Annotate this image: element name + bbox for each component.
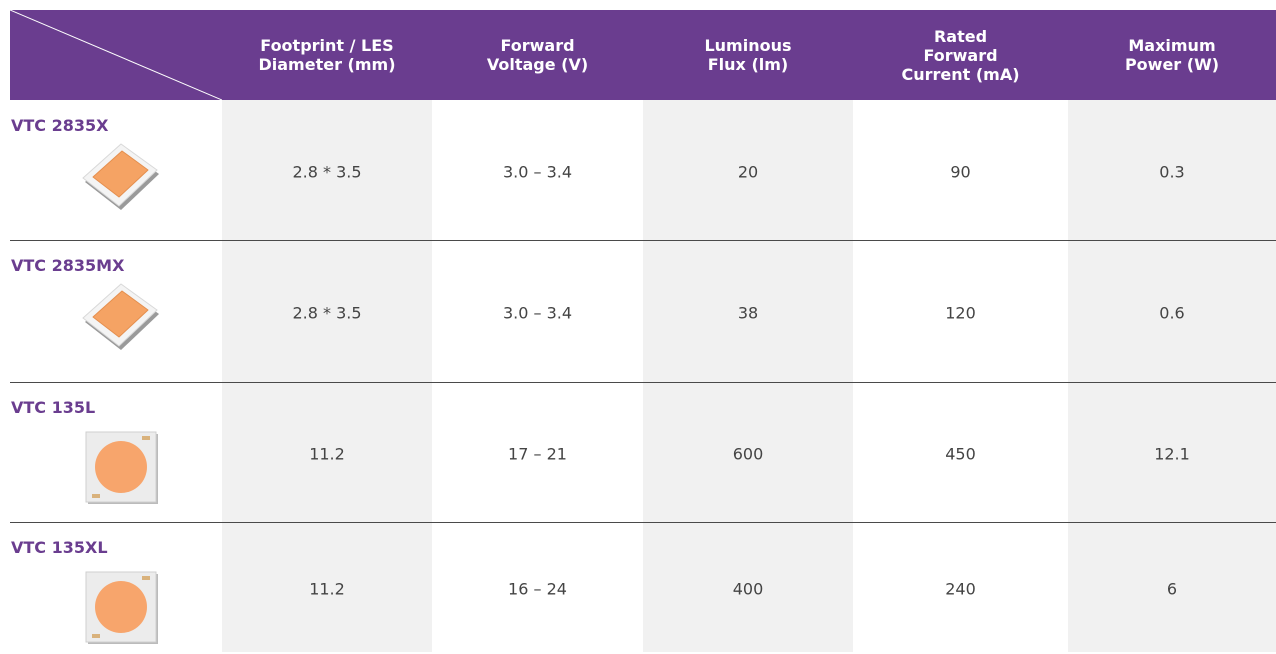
row-separator	[10, 382, 1276, 383]
row-label: VTC 2835X	[11, 116, 108, 135]
table-cell: 0.3	[1068, 163, 1276, 182]
table-cell: 2.8 * 3.5	[222, 163, 432, 182]
header-diagonal	[10, 10, 222, 100]
row-separator	[10, 240, 1276, 241]
table-cell: 11.2	[222, 580, 432, 599]
table-cell: 38	[643, 304, 853, 323]
header-line: Maximum	[1128, 36, 1215, 55]
row-label: VTC 135L	[11, 398, 95, 417]
row-label: VTC 135XL	[11, 538, 108, 557]
table-cell: 3.0 – 3.4	[432, 304, 643, 323]
table-cell: 3.0 – 3.4	[432, 163, 643, 182]
table-cell: 16 – 24	[432, 580, 643, 599]
table-cell: 17 – 21	[432, 445, 643, 464]
header-line: Rated	[934, 27, 987, 46]
page: Footprint / LESDiameter (mm)ForwardVolta…	[0, 0, 1276, 652]
product-image	[75, 280, 165, 364]
product-image	[84, 430, 164, 514]
table-cell: 2.8 * 3.5	[222, 304, 432, 323]
table-cell: 6	[1068, 580, 1276, 599]
header-line: Flux (lm)	[708, 55, 788, 74]
table-cell: 240	[853, 580, 1068, 599]
table-cell: 400	[643, 580, 853, 599]
header-line: Power (W)	[1125, 55, 1219, 74]
table-cell: 450	[853, 445, 1068, 464]
table-cell: 600	[643, 445, 853, 464]
header-line: Current (mA)	[901, 65, 1019, 84]
header-line: Voltage (V)	[487, 55, 588, 74]
row-label: VTC 2835MX	[11, 256, 124, 275]
table-cell: 120	[853, 304, 1068, 323]
table-cell: 12.1	[1068, 445, 1276, 464]
table-cell: 0.6	[1068, 304, 1276, 323]
header-line: Forward	[500, 36, 574, 55]
header-line: Luminous	[704, 36, 791, 55]
header-line: Diameter (mm)	[258, 55, 395, 74]
column-shade	[1068, 100, 1276, 652]
column-shade	[222, 100, 432, 652]
row-separator	[10, 522, 1276, 523]
table-cell: 90	[853, 163, 1068, 182]
table-cell: 20	[643, 163, 853, 182]
column-shade	[643, 100, 853, 652]
header-line: Forward	[923, 46, 997, 65]
product-image	[84, 570, 164, 654]
header-line: Footprint / LES	[260, 36, 393, 55]
product-image	[75, 140, 165, 224]
table-cell: 11.2	[222, 445, 432, 464]
